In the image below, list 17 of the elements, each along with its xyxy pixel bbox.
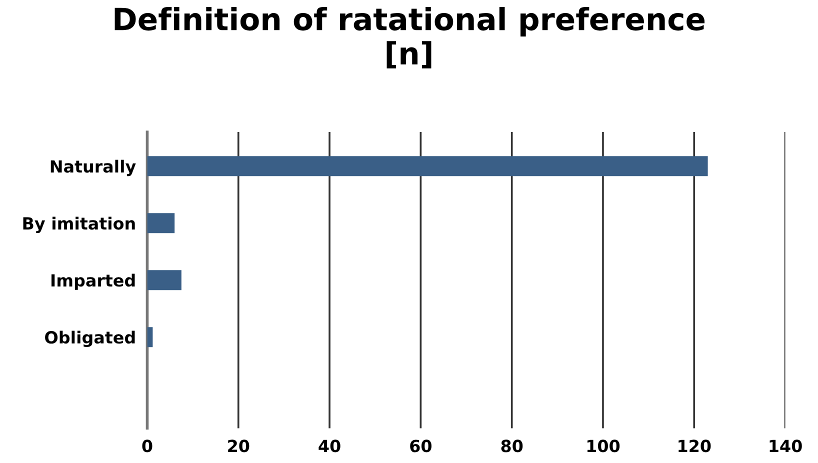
bar [147,270,182,290]
x-tick-label: 140 [770,440,802,452]
x-tick-label: 80 [501,440,523,452]
y-tick-label: Obligated [45,330,135,348]
x-tick-label: 100 [587,440,620,452]
chart-title: Definition of ratational preference [n] [114,6,705,68]
bar [147,213,175,234]
x-tick-label: 120 [678,440,711,452]
bar [147,156,708,176]
x-tick-label: 20 [228,440,250,452]
y-tick-label: Imparted [51,274,135,290]
bar [147,327,153,348]
x-tick-label: 0 [142,440,152,452]
x-tick-label: 40 [318,440,340,452]
y-tick-label: Naturally [50,160,136,176]
y-tick-label: By imitation [23,216,135,234]
x-tick-label: 60 [410,440,432,452]
